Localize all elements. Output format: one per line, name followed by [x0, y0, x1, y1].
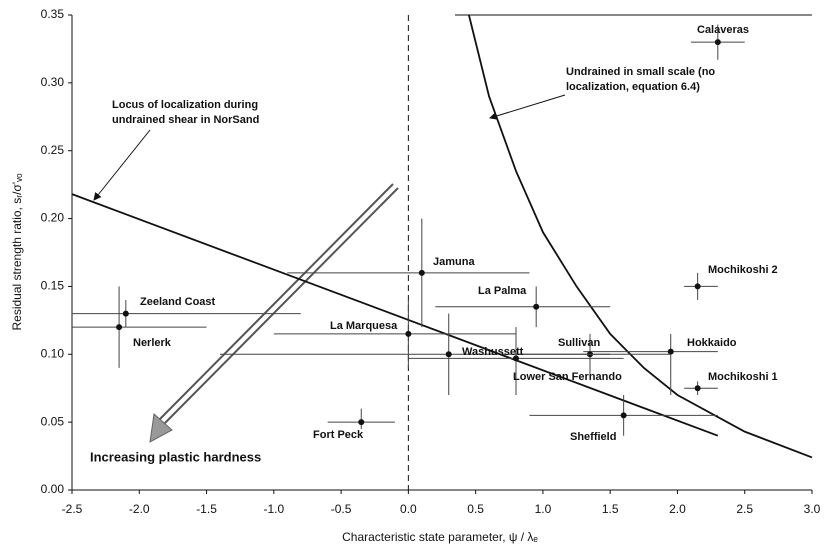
curve: [71, 193, 719, 437]
y-tick-label: 0.30: [41, 75, 65, 89]
x-tick-label: 0.0: [400, 502, 417, 516]
annotation: Undrained in small scale (no: [566, 66, 715, 78]
annotation: Locus of localization during: [112, 99, 258, 111]
annotation: localization, equation 6.4): [566, 81, 700, 93]
point-label: Nerlerk: [133, 337, 172, 349]
annotation: Increasing plastic hardness: [90, 449, 261, 464]
x-tick-label: -0.5: [331, 502, 352, 516]
point: [620, 412, 627, 419]
y-axis-label: Residual strength ratio, sᵣ/σ'ᵥₒ: [10, 173, 24, 330]
point: [445, 351, 452, 358]
x-tick-label: 0.5: [467, 502, 484, 516]
x-tick-label: 1.5: [602, 502, 619, 516]
x-axis-label: Characteristic state parameter, ψ / λₑ: [342, 530, 538, 544]
y-tick-label: 0.20: [41, 211, 65, 225]
annotation-arrow: [93, 129, 151, 201]
point-label: Hokkaido: [687, 337, 737, 349]
annotation: undrained shear in NorSand: [112, 114, 259, 126]
point-label: Calaveras: [697, 24, 749, 36]
hardness-arrow: [149, 183, 399, 443]
x-tick-label: -2.5: [62, 502, 83, 516]
point: [714, 39, 721, 46]
x-tick-label: 3.0: [804, 502, 821, 516]
y-tick-label: 0.00: [41, 482, 65, 496]
point-label: Sullivan: [558, 337, 600, 349]
y-tick-label: 0.10: [41, 346, 65, 360]
point: [667, 348, 674, 355]
y-tick-label: 0.05: [41, 414, 65, 428]
annotation-arrow: [489, 94, 566, 120]
x-tick-label: 2.5: [736, 502, 753, 516]
point: [694, 283, 701, 290]
x-tick-label: -1.5: [196, 502, 217, 516]
point: [405, 330, 412, 337]
point: [122, 310, 129, 317]
point-label: Jamuna: [433, 256, 475, 268]
x-tick-label: -2.0: [129, 502, 150, 516]
point: [418, 269, 425, 276]
y-tick-label: 0.25: [41, 143, 65, 157]
x-tick-label: 1.0: [535, 502, 552, 516]
point: [694, 385, 701, 392]
point-label: La Palma: [478, 285, 527, 297]
x-tick-label: -1.0: [263, 502, 284, 516]
point: [116, 324, 123, 331]
point-label: Washussett: [462, 346, 524, 358]
point: [358, 419, 365, 426]
point-label: Mochikoshi 1: [708, 371, 778, 383]
point-label: Sheffield: [570, 431, 616, 443]
y-tick-label: 0.15: [41, 279, 65, 293]
point-label: Fort Peck: [313, 429, 364, 441]
point-label: La Marquesa: [330, 320, 398, 332]
x-tick-label: 2.0: [669, 502, 686, 516]
point-label: Zeeland Coast: [140, 296, 216, 308]
curve: [468, 14, 813, 459]
y-tick-label: 0.35: [41, 7, 65, 21]
point-label: Mochikoshi 2: [708, 264, 778, 276]
point: [513, 355, 519, 362]
point-label: Lower San Fernando: [513, 371, 622, 383]
point: [533, 303, 540, 310]
